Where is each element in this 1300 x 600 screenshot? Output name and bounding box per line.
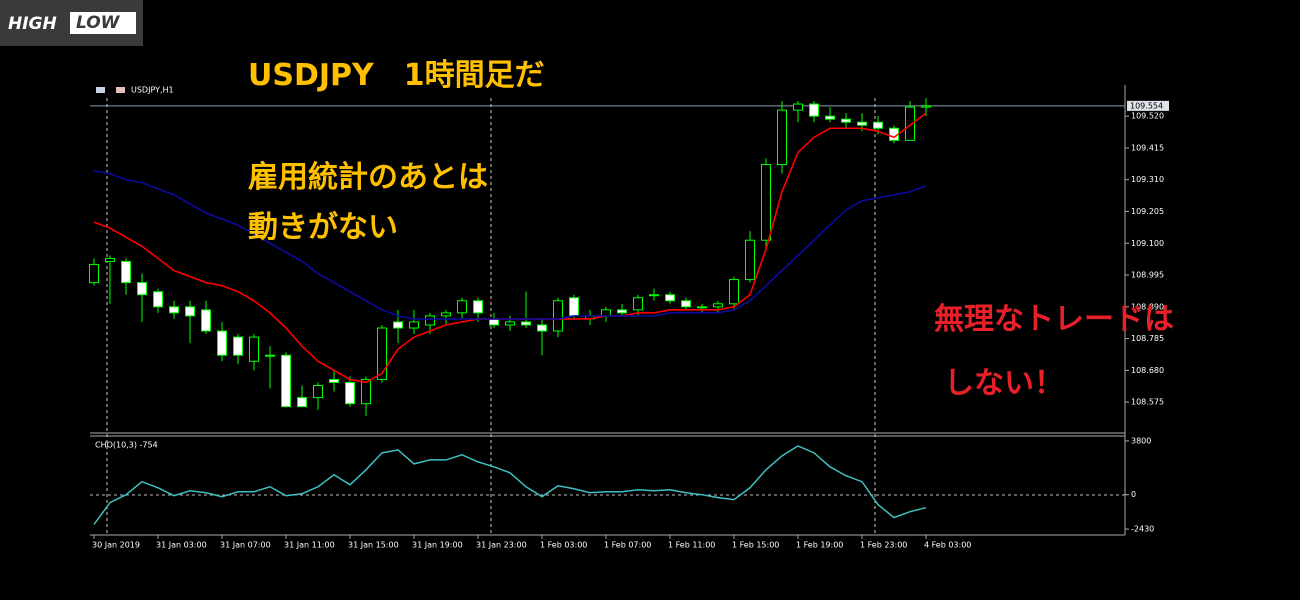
candle-body (841, 118, 851, 123)
candle-body (617, 309, 627, 314)
candle-body (697, 306, 707, 309)
x-tick-label: 4 Feb 03:00 (924, 541, 971, 550)
x-tick-label: 31 Jan 03:00 (156, 541, 207, 550)
candle-body (873, 121, 883, 129)
y2-tick-label: 3800 (1131, 436, 1151, 445)
candle-body (761, 164, 771, 241)
x-tick-label: 1 Feb 11:00 (668, 541, 715, 550)
candle-body (921, 105, 931, 108)
candle-body (185, 306, 195, 317)
candle-body (665, 294, 675, 302)
y-tick-label: 108.785 (1131, 334, 1164, 343)
y-tick-label: 109.520 (1131, 112, 1164, 121)
candle-body (633, 297, 643, 311)
annotation: 無理なトレードは (934, 302, 1174, 337)
candle-body (169, 306, 179, 314)
candle-body (809, 103, 819, 117)
y-tick-label: 108.680 (1131, 366, 1164, 375)
candle-body (777, 109, 787, 166)
candle-body (249, 336, 259, 362)
x-tick-label: 30 Jan 2019 (92, 541, 140, 550)
logo: HIGH LOW (0, 0, 143, 46)
candle-body (89, 263, 99, 284)
annotation: 雇用統計のあとは (248, 160, 488, 195)
y-tick-label: 108.995 (1131, 271, 1164, 280)
candle-body (745, 239, 755, 281)
y-tick-label: 109.100 (1131, 239, 1164, 248)
current-price-label: 109.554 (1130, 101, 1163, 110)
candle-body (857, 121, 867, 126)
candle-body (297, 397, 307, 408)
candle-body (121, 260, 131, 284)
annotation: 動きがない (248, 210, 398, 245)
candle-body (793, 103, 803, 111)
candle-body (425, 315, 435, 326)
y-tick-label: 109.205 (1131, 207, 1164, 216)
candle-body (105, 257, 115, 262)
candle-body (201, 309, 211, 332)
y-tick-label: 108.890 (1131, 302, 1164, 311)
candle-body (281, 354, 291, 408)
y-tick-label: 109.415 (1131, 143, 1164, 152)
candle-body (137, 282, 147, 296)
candle-body (377, 327, 387, 380)
annotation: USDJPY 1時間足だ (248, 58, 545, 93)
candle-body (553, 300, 563, 332)
candle-body (217, 330, 227, 356)
candle-body (313, 384, 323, 399)
x-tick-label: 1 Feb 19:00 (796, 541, 843, 550)
x-tick-label: 31 Jan 19:00 (412, 541, 463, 550)
candle-body (153, 291, 163, 308)
candle-body (393, 321, 403, 329)
y-tick-label: 109.310 (1131, 175, 1164, 184)
x-tick-label: 31 Jan 15:00 (348, 541, 399, 550)
y2-tick-label: 0 (1131, 490, 1136, 499)
current-price-box (1127, 100, 1169, 111)
annotation: しない！ (944, 366, 1064, 401)
logo-text: LOW (70, 12, 136, 34)
y-tick-label: 108.575 (1131, 398, 1164, 407)
candle-body (521, 321, 531, 326)
candle-body (905, 106, 915, 141)
candle-body (729, 279, 739, 305)
indicator-label: CHO(10,3) -754 (95, 441, 158, 450)
moving-average (93, 169, 927, 320)
candle-body (361, 378, 371, 405)
candle-body (713, 303, 723, 308)
candle-body (505, 321, 515, 326)
candle-body (473, 300, 483, 314)
x-tick-label: 1 Feb 23:00 (860, 541, 907, 550)
x-tick-label: 31 Jan 07:00 (220, 541, 271, 550)
candle-body (329, 378, 339, 383)
candle-body (457, 300, 467, 314)
logo-text: HIGH (8, 14, 57, 34)
x-tick-label: 1 Feb 03:00 (540, 541, 587, 550)
x-tick-label: 1 Feb 15:00 (732, 541, 779, 550)
y2-tick-label: -2430 (1131, 525, 1154, 534)
x-tick-label: 1 Feb 07:00 (604, 541, 651, 550)
x-tick-label: 31 Jan 23:00 (476, 541, 527, 550)
flag-icon (116, 87, 125, 93)
symbol-label: USDJPY,H1 (131, 86, 174, 95)
candle-body (489, 318, 499, 326)
x-tick-label: 31 Jan 11:00 (284, 541, 335, 550)
candle-body (681, 300, 691, 308)
candle-body (345, 381, 355, 405)
candle-body (601, 309, 611, 317)
candle-body (441, 312, 451, 317)
candle-body (569, 297, 579, 317)
candle-body (537, 324, 547, 332)
candle-body (409, 321, 419, 329)
indicator-line (93, 445, 927, 525)
flag-icon (96, 87, 105, 93)
candle-body (233, 336, 243, 356)
candle-body (265, 354, 275, 357)
candle-body (825, 115, 835, 120)
candle-body (649, 294, 659, 297)
